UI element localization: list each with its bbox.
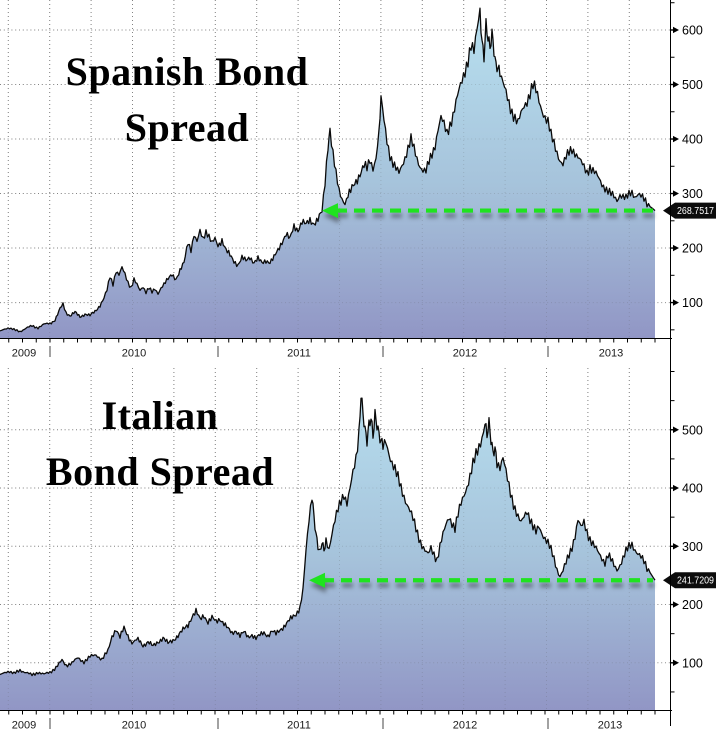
y-tick-arrow-icon <box>673 601 679 608</box>
x-year-label: 2011 <box>287 348 311 360</box>
x-year-label: 2011 <box>287 720 311 732</box>
y-tick-arrow-icon <box>673 543 679 550</box>
x-year-label: 2013 <box>598 720 622 732</box>
y-axis: 100 200 300 400 500 <box>670 370 703 693</box>
green-arrow-icon <box>309 572 325 588</box>
x-year-label: 2009 <box>12 348 36 360</box>
y-tick-label: 100 <box>682 656 703 670</box>
y-tick-arrow-icon <box>673 26 679 34</box>
last-value-marker <box>322 203 653 219</box>
x-axis: 2009 2010 2011 2012 2013 <box>0 710 672 732</box>
y-tick-label: 200 <box>682 598 703 612</box>
last-value-tag-text: 241.7209 <box>677 576 714 587</box>
y-tick-label: 300 <box>682 540 703 554</box>
chart-title-line: Italian <box>101 393 219 438</box>
y-tick-arrow-icon <box>673 81 679 88</box>
green-arrow-icon <box>322 203 338 219</box>
italian-bond-spread-chart: 2009 2010 2011 2012 2013 100 200 300 400 500 241.7… <box>0 368 716 732</box>
y-tick-arrow-icon <box>673 190 679 197</box>
y-tick-label: 500 <box>682 423 703 437</box>
y-axis: 100 200 300 400 500 600 <box>670 2 703 331</box>
gridline-overlay <box>0 368 655 710</box>
gridline-overlay <box>0 0 655 338</box>
y-tick-label: 400 <box>682 482 703 496</box>
chart-title-spanish: Spanish Bond Spread <box>22 44 352 156</box>
x-axis: 2009 2010 2011 2012 2013 <box>0 338 672 360</box>
chart-title-line: Spread <box>124 105 250 150</box>
last-value-tag-text: 268.7517 <box>677 206 714 217</box>
spread-area <box>0 8 655 338</box>
chart-title-line: Spanish Bond <box>65 49 309 94</box>
last-value-tag-shape <box>663 202 716 219</box>
chart-title-italian: Italian Bond Spread <box>10 388 310 500</box>
x-year-label: 2012 <box>453 348 477 360</box>
y-tick-label: 200 <box>682 242 703 256</box>
last-value-tag-shape <box>663 572 716 589</box>
spanish-bond-spread-chart: 2009 2010 2011 2012 2013 100 200 300 400 500 600 26… <box>0 0 716 360</box>
chart-title-line: Bond Spread <box>45 449 275 494</box>
x-year-label: 2010 <box>122 348 146 360</box>
last-value-tag: 268.7517 <box>663 202 716 219</box>
y-tick-label: 500 <box>682 78 703 92</box>
x-year-label: 2010 <box>122 720 146 732</box>
x-year-label: 2012 <box>453 720 477 732</box>
last-value-marker <box>309 572 653 588</box>
y-tick-arrow-icon <box>673 299 679 306</box>
y-tick-label: 300 <box>682 187 703 201</box>
y-tick-arrow-icon <box>673 135 679 143</box>
y-tick-arrow-icon <box>673 659 679 667</box>
y-tick-label: 100 <box>682 296 703 310</box>
y-tick-arrow-icon <box>673 426 679 433</box>
y-tick-label: 400 <box>682 133 703 147</box>
spread-line <box>0 7 656 333</box>
y-tick-arrow-icon <box>673 484 679 492</box>
x-year-label: 2013 <box>599 348 623 360</box>
spread-line <box>0 397 656 677</box>
y-tick-label: 600 <box>682 23 703 37</box>
spread-area <box>0 398 655 710</box>
last-value-tag: 241.7209 <box>663 572 716 589</box>
x-year-label: 2009 <box>12 720 36 732</box>
y-tick-arrow-icon <box>673 244 679 252</box>
